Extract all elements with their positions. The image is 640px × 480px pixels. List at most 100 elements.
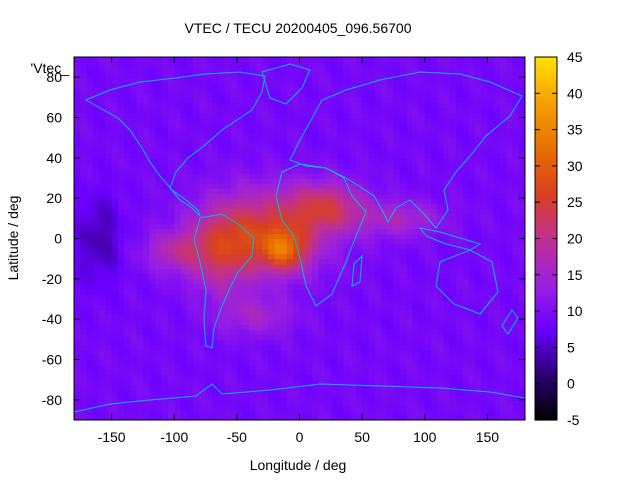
heatmap-cell bbox=[180, 253, 188, 260]
heatmap-cell bbox=[318, 369, 326, 376]
heatmap-cell bbox=[431, 364, 438, 371]
heatmap-cell bbox=[405, 208, 413, 214]
heatmap-cell bbox=[274, 82, 282, 88]
heatmap-cell bbox=[362, 278, 369, 285]
heatmap-cell bbox=[512, 188, 520, 194]
heatmap-cell bbox=[230, 369, 238, 376]
heatmap-cell bbox=[243, 409, 250, 416]
heatmap-cell bbox=[280, 77, 288, 83]
heatmap-cell bbox=[167, 414, 175, 420]
heatmap-cell bbox=[293, 354, 301, 361]
heatmap-cell bbox=[261, 238, 269, 245]
heatmap-cell bbox=[255, 208, 263, 214]
heatmap-cell bbox=[249, 263, 257, 270]
heatmap-cell bbox=[249, 409, 257, 416]
heatmap-cell bbox=[193, 117, 200, 124]
heatmap-cell bbox=[136, 97, 144, 103]
heatmap-cell bbox=[161, 293, 169, 300]
heatmap-cell bbox=[86, 183, 94, 189]
heatmap-cell bbox=[456, 127, 463, 134]
heatmap-cell bbox=[487, 409, 495, 416]
heatmap-cell bbox=[130, 248, 138, 255]
heatmap-cell bbox=[368, 334, 376, 340]
heatmap-cell bbox=[512, 309, 520, 315]
heatmap-cell bbox=[355, 309, 363, 315]
heatmap-cell bbox=[330, 258, 338, 265]
heatmap-cell bbox=[418, 172, 426, 179]
heatmap-cell bbox=[142, 127, 150, 134]
heatmap-cell bbox=[286, 233, 294, 240]
heatmap-cell bbox=[418, 218, 426, 224]
heatmap-cell bbox=[117, 278, 125, 285]
heatmap-cell bbox=[92, 122, 100, 129]
heatmap-cell bbox=[249, 122, 257, 129]
heatmap-cell bbox=[412, 389, 420, 396]
heatmap-cell bbox=[380, 178, 388, 184]
heatmap-cell bbox=[155, 117, 163, 124]
heatmap-cell bbox=[355, 319, 363, 325]
heatmap-cell bbox=[268, 97, 276, 103]
heatmap-cell bbox=[180, 127, 188, 134]
heatmap-cell bbox=[199, 304, 207, 310]
heatmap-cell bbox=[86, 283, 94, 290]
heatmap-cell bbox=[136, 409, 144, 416]
heatmap-cell bbox=[355, 304, 363, 310]
heatmap-cell bbox=[355, 112, 363, 119]
heatmap-cell bbox=[211, 112, 219, 119]
heatmap-cell bbox=[161, 162, 169, 169]
heatmap-cell bbox=[362, 72, 369, 78]
heatmap-cell bbox=[468, 258, 476, 265]
heatmap-cell bbox=[424, 167, 432, 174]
heatmap-cell bbox=[124, 127, 131, 134]
heatmap-cell bbox=[205, 107, 213, 114]
heatmap-cell bbox=[456, 243, 463, 250]
heatmap-cell bbox=[255, 87, 263, 93]
heatmap-cell bbox=[462, 218, 470, 224]
heatmap-cell bbox=[362, 293, 369, 300]
heatmap-cell bbox=[412, 228, 420, 235]
heatmap-cell bbox=[449, 112, 457, 119]
heatmap-cell bbox=[205, 127, 213, 134]
heatmap-cell bbox=[330, 404, 338, 411]
heatmap-cell bbox=[186, 258, 194, 265]
heatmap-cell bbox=[405, 344, 413, 351]
heatmap-cell bbox=[312, 137, 319, 144]
heatmap-cell bbox=[305, 379, 313, 386]
heatmap-cell bbox=[180, 414, 188, 420]
heatmap-cell bbox=[330, 414, 338, 420]
heatmap-cell bbox=[343, 399, 351, 406]
heatmap-cell bbox=[236, 253, 244, 260]
heatmap-cell bbox=[280, 394, 288, 401]
heatmap-cell bbox=[362, 178, 369, 184]
heatmap-cell bbox=[487, 268, 495, 275]
heatmap-cell bbox=[393, 82, 401, 88]
heatmap-cell bbox=[387, 82, 395, 88]
heatmap-cell bbox=[474, 414, 482, 420]
heatmap-cell bbox=[374, 107, 382, 114]
heatmap-cell bbox=[468, 72, 476, 78]
heatmap-cell bbox=[349, 314, 357, 320]
heatmap-cell bbox=[180, 162, 188, 169]
heatmap-cell bbox=[274, 268, 282, 275]
heatmap-cell bbox=[324, 344, 332, 351]
heatmap-cell bbox=[280, 309, 288, 315]
heatmap-cell bbox=[324, 233, 332, 240]
heatmap-cell bbox=[449, 354, 457, 361]
heatmap-cell bbox=[431, 309, 438, 315]
heatmap-cell bbox=[111, 167, 119, 174]
heatmap-cell bbox=[249, 364, 257, 371]
heatmap-cell bbox=[205, 288, 213, 295]
heatmap-cell bbox=[99, 117, 106, 124]
heatmap-cell bbox=[324, 299, 332, 305]
heatmap-cell bbox=[186, 399, 194, 406]
heatmap-cell bbox=[493, 87, 501, 93]
heatmap-cell bbox=[449, 178, 457, 184]
heatmap-cell bbox=[431, 299, 438, 305]
heatmap-cell bbox=[362, 334, 369, 340]
heatmap-cell bbox=[362, 117, 369, 124]
heatmap-cell bbox=[230, 384, 238, 391]
heatmap-cell bbox=[142, 97, 150, 103]
heatmap-cell bbox=[167, 273, 175, 280]
heatmap-cell bbox=[412, 324, 420, 330]
heatmap-cell bbox=[456, 253, 463, 260]
